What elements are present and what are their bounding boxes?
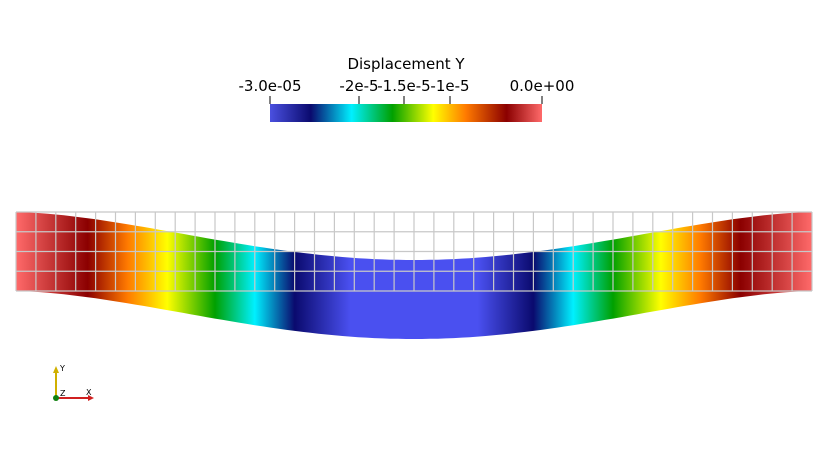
orientation-axes: Y X Z	[53, 364, 94, 401]
x-axis-label: X	[86, 388, 92, 397]
colorbar-tick-4: -1e-5	[430, 77, 470, 95]
colorbar-tick-max: 0.0e+00	[509, 77, 575, 95]
colorbar-tick-2: -2e-5	[339, 77, 379, 95]
colorbar-tick-min: -3.0e-05	[238, 77, 302, 95]
colorbar-title: Displacement Y	[347, 55, 465, 73]
y-axis-label: Y	[59, 364, 65, 373]
colorbar-tick-3: -1.5e-5	[377, 77, 431, 95]
colorbar-gradient	[270, 104, 542, 122]
undeformed-mesh-grid	[15, 211, 813, 292]
z-axis-label: Z	[60, 389, 66, 398]
z-axis-arrow	[53, 395, 59, 401]
